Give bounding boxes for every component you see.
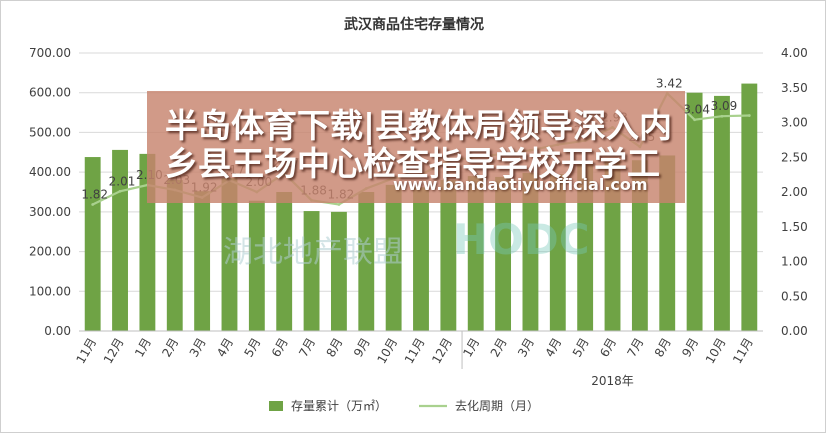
y-left-tick-label: 0.00 (44, 324, 71, 338)
x-tick-label: 5月 (570, 336, 592, 360)
banner-url-link[interactable]: www.bandaotiyuofficial.com (393, 175, 648, 194)
x-tick-label: 4月 (214, 336, 236, 360)
x-tick-label: 6月 (597, 336, 619, 360)
cycle-data-label: 1.82 (81, 188, 108, 202)
y-right-tick-label: 2.00 (781, 185, 808, 199)
x-tick-label: 2月 (159, 336, 181, 360)
bar (741, 83, 758, 331)
x-tick-label: 2月 (488, 335, 510, 359)
cycle-data-label: 3.42 (656, 76, 683, 90)
y-right-tick-label: 1.50 (781, 220, 808, 234)
x-tick-label: 7月 (625, 336, 647, 360)
x-tick-label: 8月 (652, 336, 674, 360)
x-tick-label: 9月 (351, 336, 373, 360)
banner-line-1: 半岛体育下载|县教体局领导深入内 (165, 106, 673, 145)
y-right-tick-label: 3.50 (781, 81, 808, 95)
cycle-point (693, 118, 696, 122)
x-tick-label: 5月 (241, 336, 263, 360)
x-tick-label: 1月 (132, 336, 154, 360)
bar (358, 192, 375, 331)
cycle-point (337, 203, 341, 206)
y-right-tick-label: 4.00 (781, 46, 808, 60)
x-tick-label: 3月 (187, 336, 209, 360)
x-tick-label: 8月 (324, 336, 346, 360)
y-left-tick-label: 500.00 (29, 125, 71, 139)
x-tick-label: 4月 (542, 336, 564, 360)
bar-series-stock (84, 83, 758, 332)
x-tick-label: 10月 (703, 336, 729, 367)
bar (686, 92, 703, 331)
watermark-logo: HODC (453, 215, 590, 264)
cycle-point (118, 189, 122, 193)
cycle-data-label: 3.04 (683, 103, 710, 117)
bar (549, 174, 566, 331)
bar (221, 178, 238, 331)
x-tick-label: 6月 (269, 336, 291, 360)
bar (413, 187, 429, 331)
y-left-tick-label: 600.00 (29, 86, 71, 100)
x-tick-label: 3月 (515, 336, 537, 360)
y-right-tick-label: 1.00 (781, 255, 808, 269)
y-right-tick-label: 3.00 (781, 116, 808, 130)
year-group-label: 2018年 (591, 374, 634, 388)
legend-label-stock: 存量累计（万㎡） (291, 399, 387, 413)
bar (522, 172, 539, 331)
y-right-tick-label: 2.50 (781, 150, 808, 164)
bar (577, 162, 594, 331)
legend-label-cycle: 去化周期（月） (455, 399, 539, 413)
x-tick-label: 1月 (460, 336, 482, 360)
bar (166, 180, 183, 331)
y-right-tick-label: 0.50 (781, 289, 808, 303)
x-tick-label: 11月 (402, 336, 428, 367)
legend: 存量累计（万㎡） 去化周期（月） (269, 399, 539, 413)
banner-line-2: 乡县王场中心检查指导学校开学工 (165, 144, 660, 183)
bar (112, 149, 128, 331)
legend-swatch-stock (269, 401, 283, 411)
y-right-tick-label: 0.00 (781, 324, 808, 338)
bar (385, 184, 402, 331)
x-tick-label: 9月 (679, 336, 701, 360)
x-tick-label: 11月 (730, 336, 756, 367)
x-tick-label: 10月 (374, 336, 400, 367)
bar (440, 180, 457, 331)
x-tick-label: 12月 (429, 336, 455, 367)
bar (194, 191, 211, 331)
bar (330, 211, 347, 331)
cycle-data-label: 3.09 (711, 99, 738, 113)
bar (276, 192, 293, 331)
bar (84, 157, 101, 331)
bar (248, 200, 265, 331)
ad-banner[interactable]: 半岛体育下载|县教体局领导深入内 乡县王场中心检查指导学校开学工 www.ban… (147, 91, 685, 203)
bar (303, 211, 320, 331)
x-tick-label: 11月 (74, 336, 100, 367)
y-left-tick-label: 200.00 (29, 245, 71, 259)
x-tick-label: 7月 (296, 336, 318, 360)
y-left-tick-label: 700.00 (29, 46, 71, 60)
y-left-tick-label: 400.00 (29, 165, 71, 179)
bar (714, 95, 730, 332)
cycle-point (720, 114, 724, 118)
cycle-point (91, 203, 95, 206)
x-tick-label: 12月 (101, 336, 127, 367)
watermark-text: 湖北地产联盟 (223, 235, 403, 270)
y-left-tick-label: 100.00 (29, 284, 71, 298)
chart-title: 武汉商品住宅存量情况 (344, 16, 484, 33)
bar (467, 176, 484, 331)
cycle-point (747, 114, 751, 117)
cycle-data-label: 2.01 (109, 174, 136, 188)
y-left-tick-label: 300.00 (29, 205, 71, 219)
bar (495, 176, 512, 331)
